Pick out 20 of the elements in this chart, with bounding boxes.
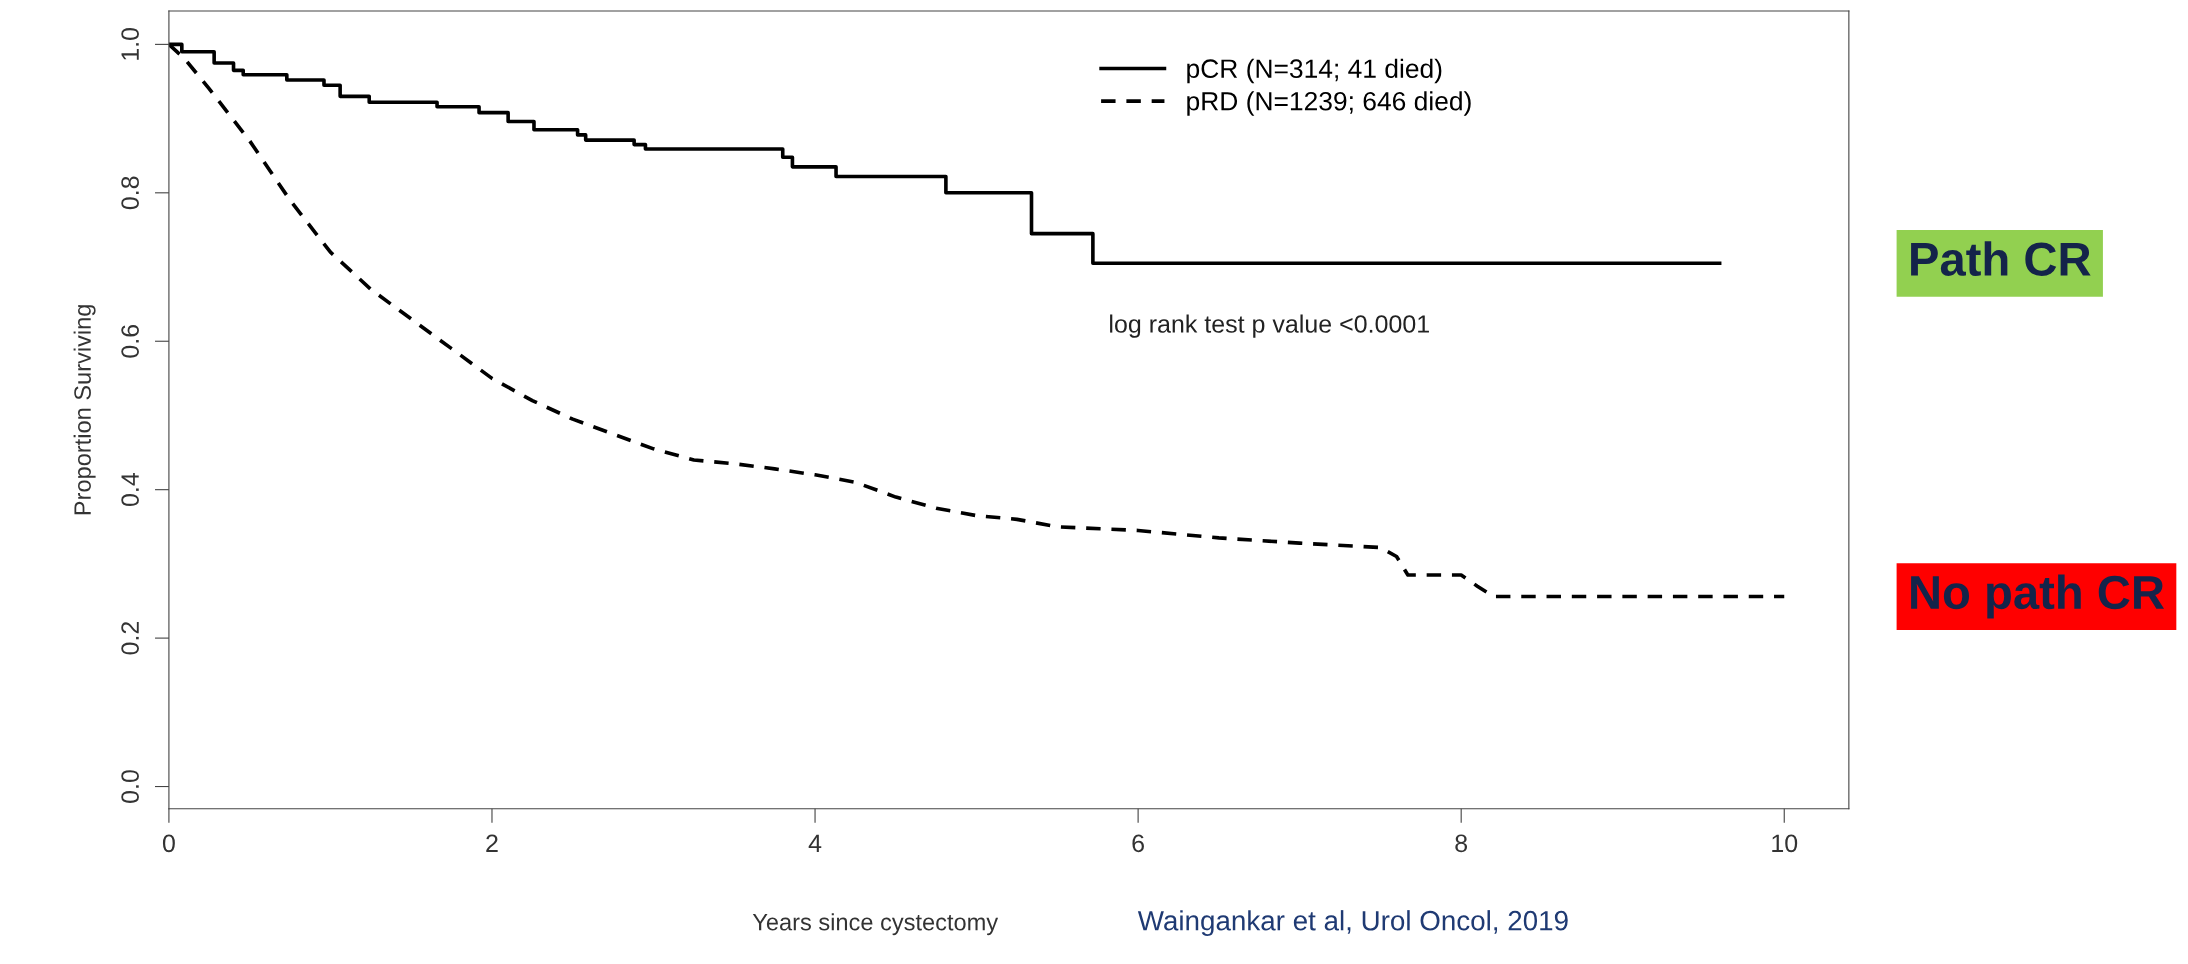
x-tick-label: 4: [808, 834, 822, 852]
text: No path CR: [1911, 574, 2165, 619]
x-tick-label: 2: [486, 834, 498, 852]
text: Path CR: [1911, 241, 2091, 276]
y-tick-label: 0.6: [121, 324, 139, 358]
legend-label: pRD (N=1239; 646 died): [1187, 91, 1471, 116]
y-tick-label: 0.8: [121, 176, 139, 210]
x-tick-label: 8: [1455, 834, 1468, 853]
y-tick-label: 0.2: [121, 621, 139, 655]
x-tick-label: 6: [1132, 834, 1144, 853]
y-tick-label: 0.4: [121, 473, 139, 507]
x-axis-title: Years since cystectomy: [752, 913, 999, 936]
y-tick-label: 0.0: [121, 770, 139, 803]
y-tick-label: 1.0: [121, 27, 139, 60]
x-tick-label: 10: [1772, 834, 1798, 853]
y-axis-title: Proportion Surviving: [73, 305, 96, 515]
x-tick-label: 0: [162, 834, 175, 853]
legend-label: pCR (N=314; 41 died): [1187, 58, 1442, 84]
annotation: log rank test p value <0.0001: [1110, 314, 1429, 338]
text: Waingankar et al, Urol Oncol, 2019: [1137, 910, 1568, 937]
